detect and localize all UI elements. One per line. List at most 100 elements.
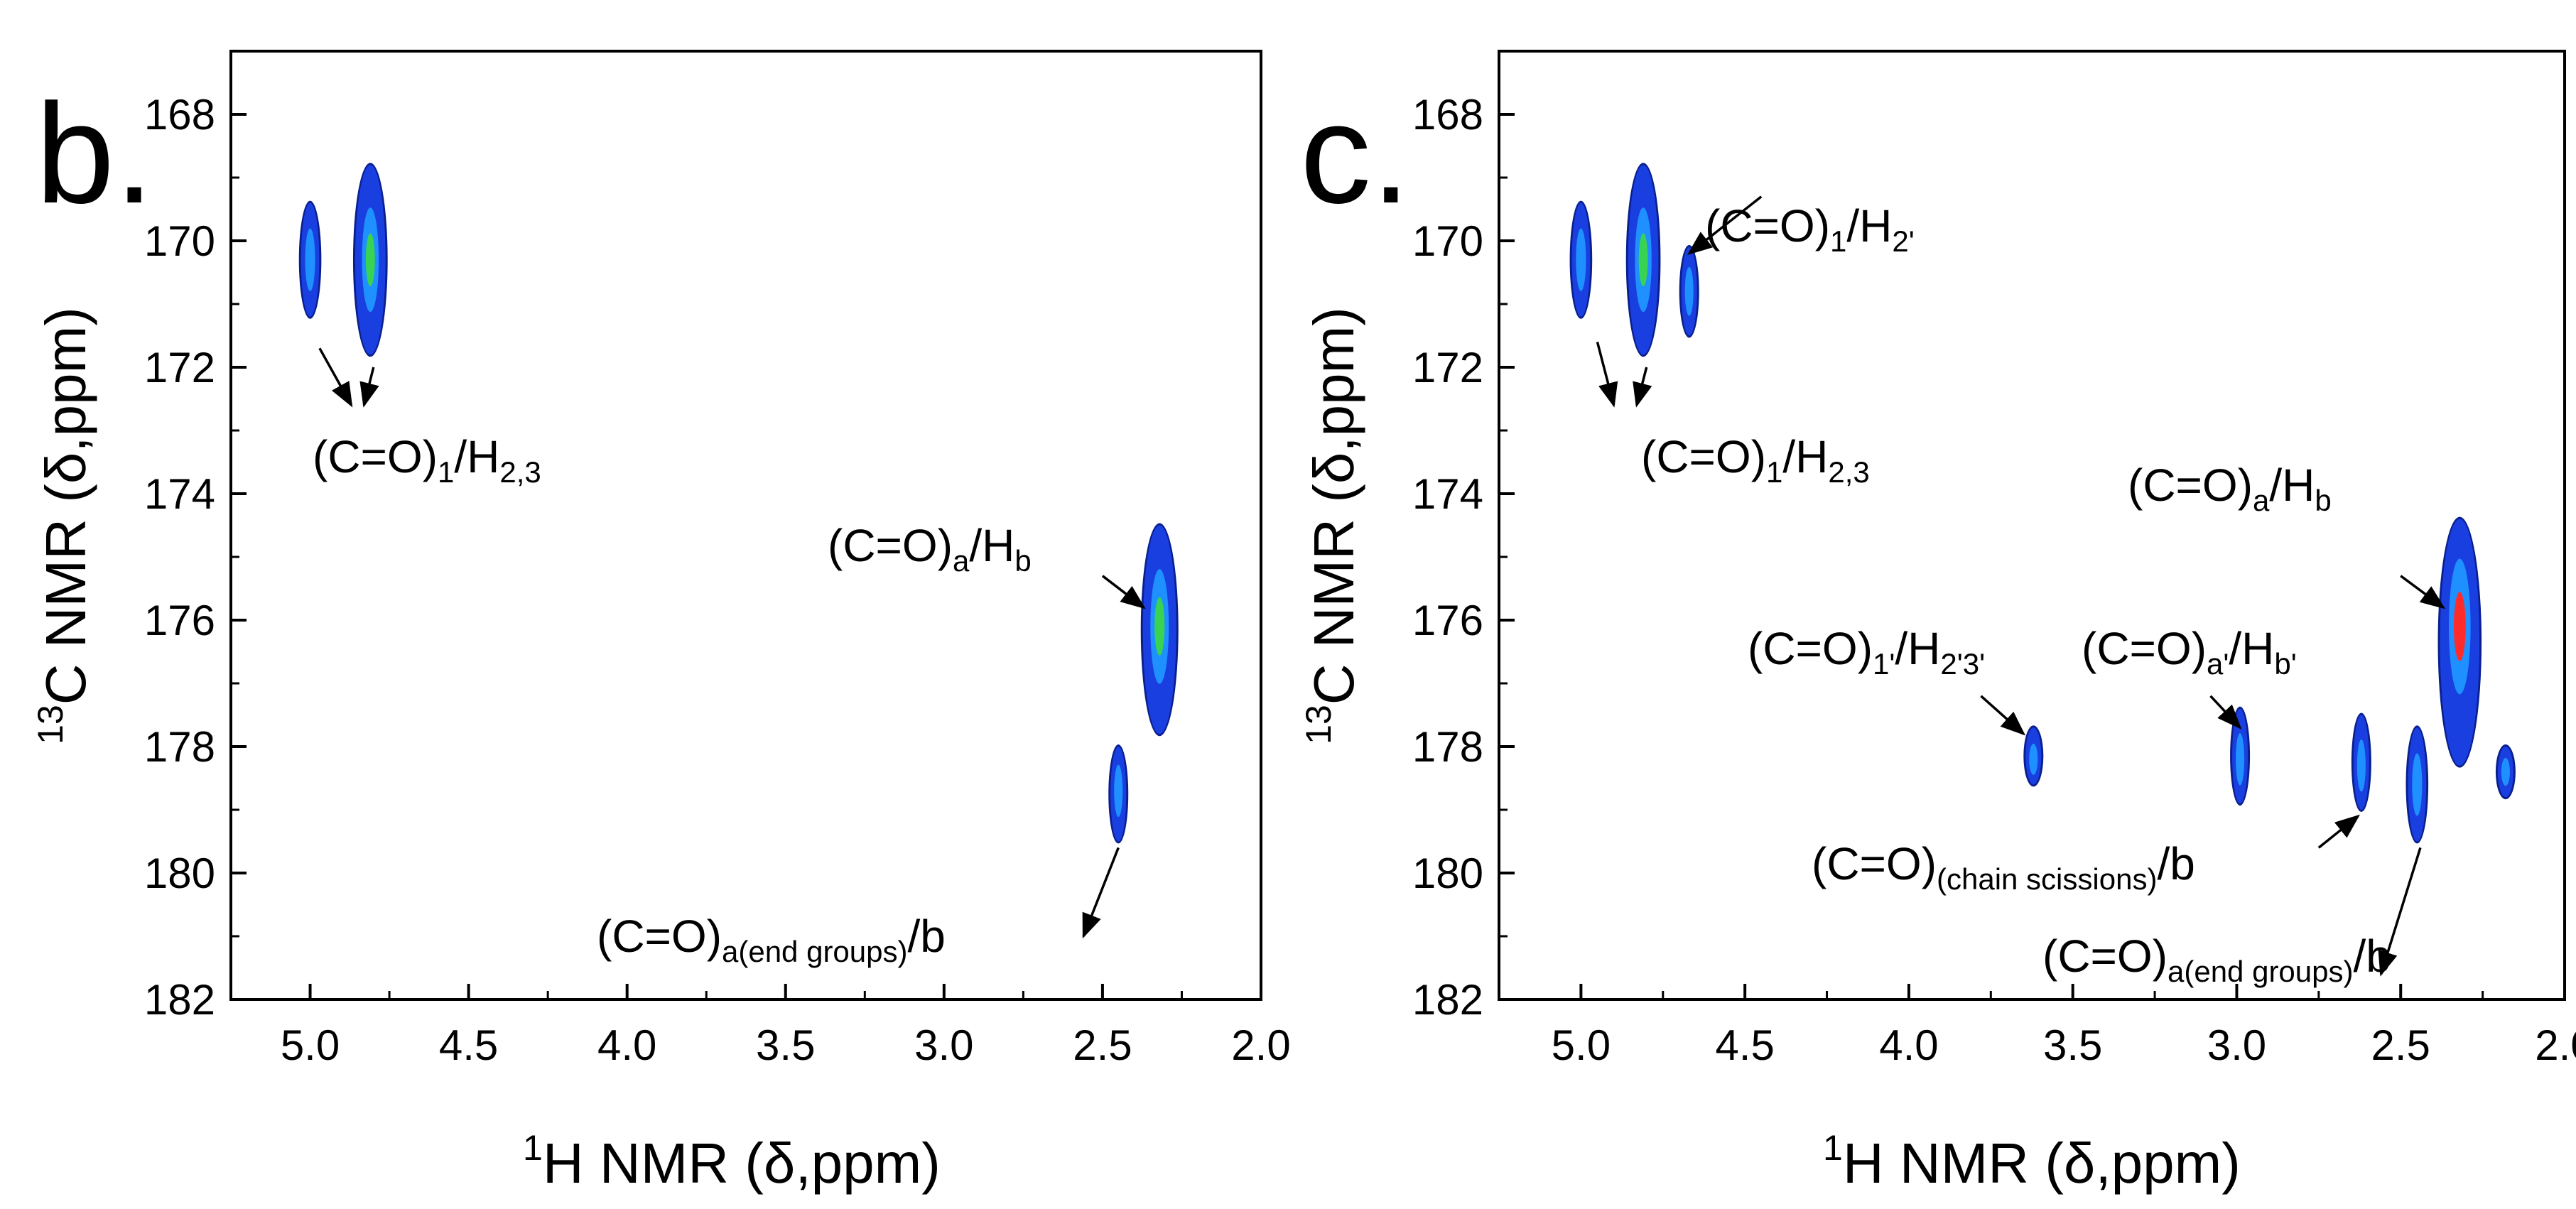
annotation-label: (C=O)a(end groups)/b — [2042, 931, 2391, 988]
y-tick-label: 178 — [144, 723, 215, 771]
annotation-arrow — [1101, 575, 1146, 609]
y-tick-label: 168 — [144, 91, 215, 139]
annotation-arrow — [1596, 341, 1618, 408]
annotation-arrow — [2378, 847, 2422, 977]
peak-core — [2503, 764, 2509, 779]
annotation-label: (C=O)a/Hb — [828, 520, 1032, 578]
peak-small-right — [2495, 744, 2516, 800]
x-tick-label: 3.0 — [2207, 1021, 2266, 1069]
y-tick-label: 174 — [1412, 470, 1483, 518]
annotation-arrow — [1980, 695, 2026, 736]
panel-c-plot-frame — [1498, 50, 2566, 1001]
peak-core — [365, 233, 375, 287]
y-title-main: C NMR (δ,ppm) — [34, 307, 97, 705]
panel-b-plot-frame — [229, 50, 1262, 1001]
annotation-arrow — [1633, 367, 1652, 408]
peak-end-groups — [1108, 744, 1129, 844]
annotation-arrow — [2317, 814, 2360, 849]
panel-b-y-axis-title: 13C NMR (δ,ppm) — [31, 307, 97, 744]
panel-c-peaks — [1569, 163, 2516, 844]
annotation-label: (C=O)a'/Hb' — [2082, 623, 2297, 681]
x-tick-label: 4.5 — [1715, 1021, 1774, 1069]
x-tick-label: 3.5 — [756, 1021, 815, 1069]
panel-c-x-axis-title: 1H NMR (δ,ppm) — [1823, 1128, 2241, 1195]
x-tick-label: 4.5 — [439, 1021, 498, 1069]
peak-core — [1115, 777, 1121, 804]
peak-abp — [2230, 706, 2251, 806]
annotation-label: (C=O)1/H2,3 — [1641, 431, 1870, 489]
peak-end-groups — [2405, 725, 2429, 844]
peak-core — [1638, 233, 1648, 287]
annotation-arrow — [2400, 575, 2446, 609]
y-tick-label: 170 — [1412, 217, 1483, 265]
panel-c-ticks: 5.0 4.5 4.0 3.5 3.0 2.5 2.0 168 170 172 174 176 178 1… — [1412, 50, 2576, 1069]
annotation-label: (C=O)1/H2,3 — [313, 431, 541, 489]
y-tick-label: 180 — [144, 850, 215, 897]
annotation-label: (C=O)1/H2' — [1705, 200, 1915, 258]
peak-h23-a — [298, 200, 322, 319]
peak-core — [2359, 752, 2364, 779]
y-tick-label: 178 — [1412, 723, 1483, 771]
peak-h2p3p — [2023, 725, 2044, 787]
x-title-superscript: 1 — [1823, 1128, 1843, 1168]
annotation-arrow — [1082, 847, 1120, 939]
y-tick-label: 182 — [144, 976, 215, 1024]
y-tick-label: 180 — [1412, 850, 1483, 897]
x-tick-label: 2.0 — [2535, 1021, 2576, 1069]
annotation-arrow — [2209, 695, 2242, 730]
x-tick-label: 2.5 — [2371, 1021, 2430, 1069]
peak-core — [2031, 751, 2036, 768]
panel-b-ticks: 5.0 4.5 4.0 3.5 3.0 2.5 2.0 168 170 172 174 176 178 1… — [144, 50, 1291, 1069]
peak-core — [307, 244, 313, 276]
y-title-main: C NMR (δ,ppm) — [1302, 307, 1365, 705]
panel-b: b. 5.0 4.5 4.0 3.5 3.0 2.5 2.0 168 170 172 174 176 1… — [31, 50, 1291, 1195]
x-tick-label: 2.5 — [1073, 1021, 1132, 1069]
annotation-label: (C=O)(chain scissions)/b — [1812, 838, 2195, 896]
y-tick-label: 176 — [1412, 597, 1483, 644]
annotation-arrow — [359, 367, 379, 408]
peak-core — [1687, 278, 1692, 304]
y-title-superscript: 13 — [31, 705, 70, 744]
x-tick-label: 3.5 — [2043, 1021, 2102, 1069]
y-tick-label: 176 — [144, 597, 215, 644]
x-tick-label: 4.0 — [597, 1021, 656, 1069]
panel-b-arrows — [318, 347, 1146, 939]
peak-scission — [2351, 712, 2371, 812]
x-title-superscript: 1 — [523, 1128, 543, 1168]
annotation-label: (C=O)a/Hb — [2128, 460, 2332, 517]
panel-b-peaks — [298, 163, 1179, 844]
x-tick-label: 2.0 — [1231, 1021, 1290, 1069]
y-tick-label: 168 — [1412, 91, 1483, 139]
annotation-arrow — [318, 347, 353, 408]
peak-core — [2453, 592, 2466, 661]
y-tick-label: 182 — [1412, 976, 1483, 1024]
annotation-label: (C=O)a(end groups)/b — [597, 911, 946, 968]
annotation-arrow — [1687, 195, 1763, 255]
x-tick-label: 3.0 — [914, 1021, 973, 1069]
panel-c-label: c. — [1300, 75, 1411, 233]
x-tick-label: 4.0 — [1879, 1021, 1938, 1069]
peak-ab-main — [1140, 523, 1179, 737]
peak-ab-main — [2437, 516, 2482, 768]
panel-c-y-axis-title: 13C NMR (δ,ppm) — [1299, 307, 1365, 744]
annotation-label: (C=O)1'/H2'3' — [1748, 623, 1985, 681]
peak-core — [1578, 244, 1584, 276]
x-tick-label: 5.0 — [281, 1021, 340, 1069]
peak-h23-b — [352, 163, 388, 357]
peak-h23-b — [1625, 163, 1661, 357]
panel-c-arrows — [1596, 195, 2446, 977]
x-tick-label: 5.0 — [1552, 1021, 1611, 1069]
panel-b-label: b. — [36, 75, 154, 233]
peak-core — [1154, 597, 1165, 656]
y-title-superscript: 13 — [1299, 705, 1338, 744]
x-title-main: H NMR (δ,ppm) — [1843, 1132, 2241, 1195]
y-tick-label: 172 — [1412, 344, 1483, 391]
panel-c: c. 5.0 4.5 4.0 3.5 3.0 2.5 2.0 168 170 172 174 176 1… — [1299, 50, 2576, 1195]
peak-h23-a — [1569, 200, 1593, 319]
x-title-main: H NMR (δ,ppm) — [543, 1132, 941, 1195]
y-tick-label: 170 — [144, 217, 215, 265]
y-tick-label: 174 — [144, 470, 215, 518]
peak-h2p — [1679, 244, 1699, 338]
y-tick-label: 172 — [144, 344, 215, 391]
